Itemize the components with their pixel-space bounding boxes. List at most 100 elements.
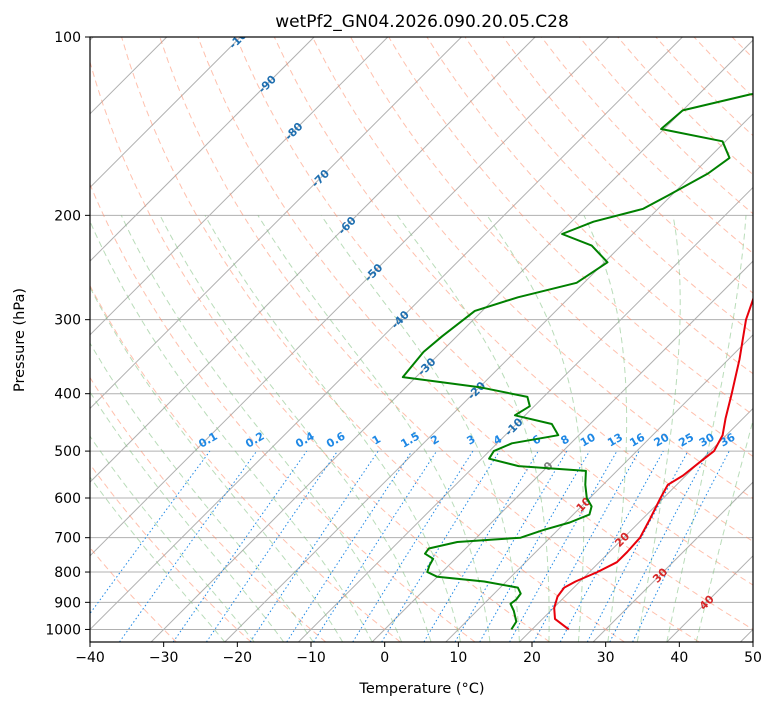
mixing-ratio-label: 0.1 — [196, 430, 219, 451]
dry-adiabat-line — [693, 37, 753, 98]
dry-adiabat-line — [159, 37, 700, 642]
dry-adiabat-line — [90, 376, 327, 642]
moist-adiabat-line — [583, 215, 628, 642]
moist-adiabat-line — [90, 342, 314, 642]
x-tick-label: −10 — [296, 650, 326, 666]
mixing-ratio-labels: 0.1 0.2 0.4 0.6 1 1.5 2 3 4 6 8 10 13 16 20 25 30 36 — [196, 429, 737, 450]
moist-adiabat-line — [90, 391, 285, 642]
mixing-ratio-line — [559, 450, 664, 642]
plot-area: -100-90-80-70-60-50-40-30-20-10010203040… — [90, 37, 753, 642]
moist-adiabat-line — [90, 220, 373, 642]
y-axis: 100 200 300 400 500 600 700 800 900 1000 — [45, 30, 90, 638]
y-tick-label: 200 — [54, 208, 81, 224]
mixing-ratio-line — [381, 450, 500, 642]
mixing-ratio-line — [249, 450, 379, 642]
mixing-ratio-line — [90, 450, 211, 615]
dry-adiabat-line — [90, 463, 252, 642]
mixing-ratio-label: 0.6 — [324, 429, 348, 450]
y-axis-label: Pressure (hPa) — [12, 288, 28, 392]
dry-adiabat-line — [350, 37, 753, 458]
dry-adiabat-line — [655, 37, 753, 137]
x-axis: −40 −30 −20 −10 0 10 20 30 40 50 — [75, 642, 762, 666]
moist-adiabat-line — [396, 215, 550, 642]
isotherm-line — [224, 113, 753, 642]
moist-adiabat-line — [90, 286, 344, 642]
isotherm-line — [90, 37, 610, 557]
y-tick-label: 500 — [54, 444, 81, 460]
mixing-ratio-label: 16 — [627, 430, 647, 449]
isotherm-label: -70 — [309, 167, 332, 190]
mixing-ratio-line — [286, 450, 413, 642]
mixing-ratio-line — [632, 450, 730, 642]
isotherm-line — [150, 39, 753, 642]
y-tick-label: 400 — [54, 387, 81, 403]
mixing-ratio-line — [454, 450, 568, 642]
y-tick-label: 700 — [54, 531, 81, 547]
moist-adiabat-line — [120, 215, 403, 642]
dry-adiabat-line — [502, 37, 753, 294]
mixing-ratio-label: 2 — [428, 433, 441, 448]
y-tick-label: 800 — [54, 565, 81, 581]
moist-adiabat-line — [90, 476, 226, 642]
moist-adiabat-line — [666, 215, 747, 642]
isotherm-line — [740, 628, 753, 642]
isotherm-line — [519, 407, 753, 642]
x-tick-label: −20 — [223, 650, 253, 666]
moist-adiabat-line — [159, 215, 432, 642]
y-tick-label: 600 — [54, 491, 81, 507]
mixing-ratio-line — [352, 450, 474, 642]
mixing-ratio-label: 3 — [465, 433, 478, 448]
mixing-ratio-label: 8 — [559, 433, 572, 448]
x-tick-label: 40 — [670, 650, 688, 666]
mixing-ratio-label: 0.2 — [243, 430, 266, 451]
isotherm-line — [592, 481, 753, 642]
moist-adiabat-line — [204, 215, 461, 642]
mixing-ratio-line — [586, 450, 689, 642]
isotherm-line — [445, 334, 753, 642]
dry-adiabat-line — [388, 37, 753, 416]
isotherm-line — [666, 555, 753, 642]
dry-adiabat-line — [541, 37, 753, 254]
mixing-ratio-line — [313, 450, 438, 642]
dry-adiabat-line — [90, 60, 551, 642]
mixing-ratio-line — [533, 450, 640, 642]
mixing-ratio-label: 30 — [697, 430, 717, 449]
moist-adiabat-line — [636, 215, 681, 642]
isotherm-line — [90, 37, 315, 262]
dry-adiabat-line — [464, 37, 753, 334]
dewpoint-profile — [401, 92, 753, 630]
plot-frame — [89, 36, 754, 643]
temperature-profile — [553, 296, 753, 631]
isotherm-label: -60 — [336, 214, 359, 237]
mixing-ratio-label: 1 — [370, 433, 383, 448]
dry-adiabat-line — [121, 37, 625, 642]
moist-adiabat-line — [486, 215, 585, 642]
x-tick-label: 0 — [380, 650, 389, 666]
mixing-ratio-line — [172, 450, 308, 642]
y-tick-label: 1000 — [45, 622, 81, 638]
dry-adiabat-line — [197, 37, 753, 630]
dry-adiabat-line — [273, 37, 753, 543]
dry-adiabat-line — [90, 182, 476, 642]
isotherm-line — [90, 37, 462, 410]
isotherm-line — [90, 37, 241, 189]
mixing-ratio-line — [509, 450, 618, 642]
x-tick-label: 10 — [449, 650, 467, 666]
isotherm-label: -10 — [502, 415, 525, 438]
profiles — [401, 92, 753, 631]
mixing-ratio-label: 0.4 — [293, 429, 317, 450]
x-tick-label: −30 — [149, 650, 179, 666]
isotherm-label: 30 — [650, 565, 670, 585]
dry-adiabat-line — [90, 284, 401, 642]
x-tick-label: 20 — [523, 650, 541, 666]
x-axis-label: Temperature (°C) — [358, 681, 484, 697]
y-tick-label: 900 — [54, 595, 81, 611]
y-tick-label: 100 — [54, 30, 81, 46]
x-tick-label: 30 — [597, 650, 615, 666]
mixing-ratio-label: 1.5 — [398, 430, 421, 451]
isotherm-label: -50 — [362, 261, 385, 284]
y-tick-label: 300 — [54, 313, 81, 329]
isotherm-line — [90, 37, 389, 336]
mixing-ratio-label: 4 — [491, 432, 504, 447]
